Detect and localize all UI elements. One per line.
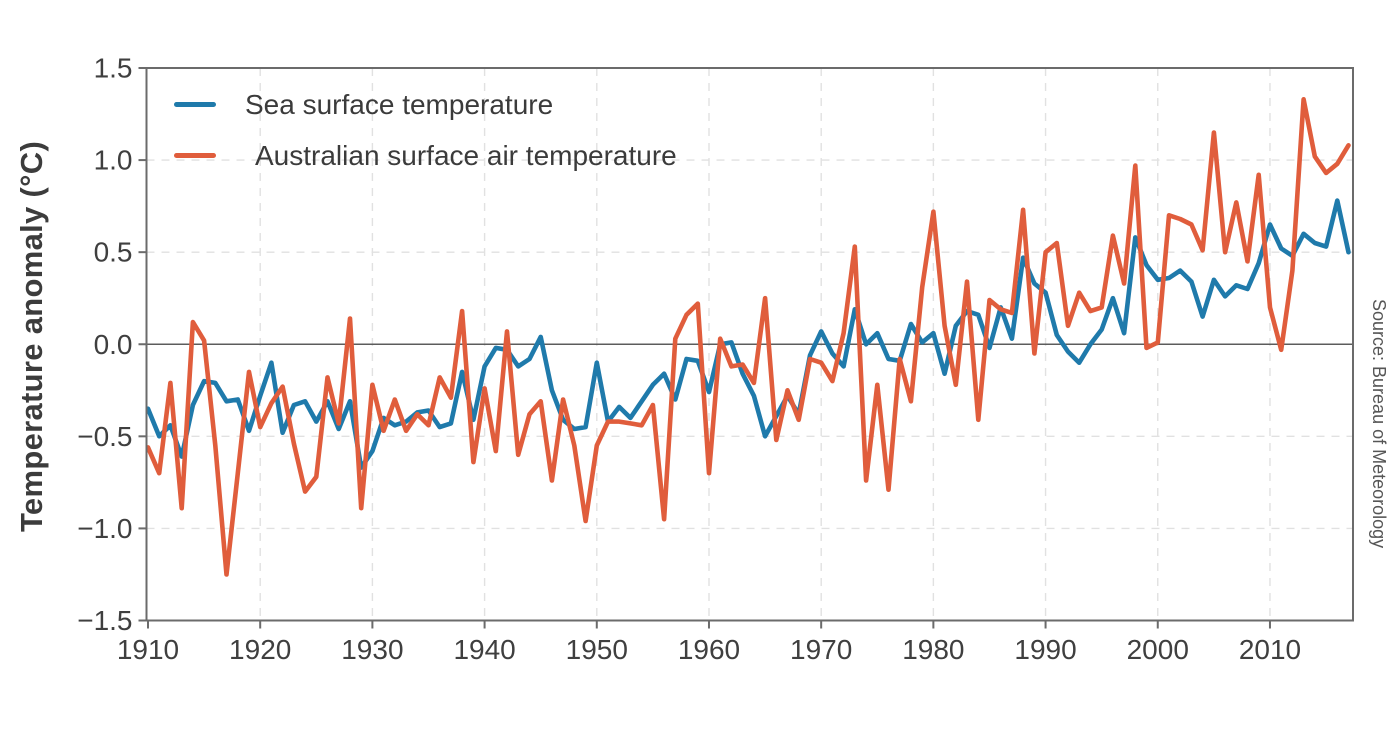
- australian-surface-air-temperature-line: [145, 97, 1351, 577]
- australian-surface-air-temperature-swatch: [174, 153, 216, 158]
- x-tick-label: 2010: [1239, 634, 1301, 665]
- y-tick-label: 1.0: [94, 145, 133, 176]
- y-tick-label: 0.0: [94, 329, 133, 360]
- y-tick-label: −1.5: [77, 605, 132, 636]
- x-tick-label: 1910: [117, 634, 179, 665]
- y-tick-label: 0.5: [94, 237, 133, 268]
- legend-item-sea-surface-temperature: Sea surface temperature: [174, 88, 677, 121]
- x-tick-label: 1980: [902, 634, 964, 665]
- x-tick-label: 1930: [341, 634, 403, 665]
- x-tick-label: 1940: [453, 634, 515, 665]
- x-tick-label: 2000: [1127, 634, 1189, 665]
- x-tick-label: 1920: [229, 634, 291, 665]
- source-note: Source: Bureau of Meteorology: [1369, 299, 1389, 549]
- y-axis-title: Temperature anomaly (°C): [14, 140, 49, 532]
- sea-surface-temperature-swatch: [174, 102, 216, 107]
- x-tick-label: 1950: [566, 634, 628, 665]
- sea-surface-temperature-line: [145, 198, 1351, 470]
- legend-label-australian-surface-air-temperature: Australian surface air temperature: [255, 139, 677, 171]
- plot-border: [145, 67, 1354, 622]
- y-tick-label: 1.5: [94, 53, 133, 84]
- y-tick-label: −0.5: [77, 421, 132, 452]
- x-tick-label: 1970: [790, 634, 852, 665]
- legend-item-australian-surface-air-temperature: Australian surface air temperature: [174, 139, 677, 172]
- legend: Sea surface temperature Australian surfa…: [174, 88, 677, 190]
- x-tick-label: 1990: [1014, 634, 1076, 665]
- y-tick-label: −1.0: [77, 513, 132, 544]
- legend-label-sea-surface-temperature: Sea surface temperature: [245, 88, 554, 120]
- x-tick-label: 1960: [678, 634, 740, 665]
